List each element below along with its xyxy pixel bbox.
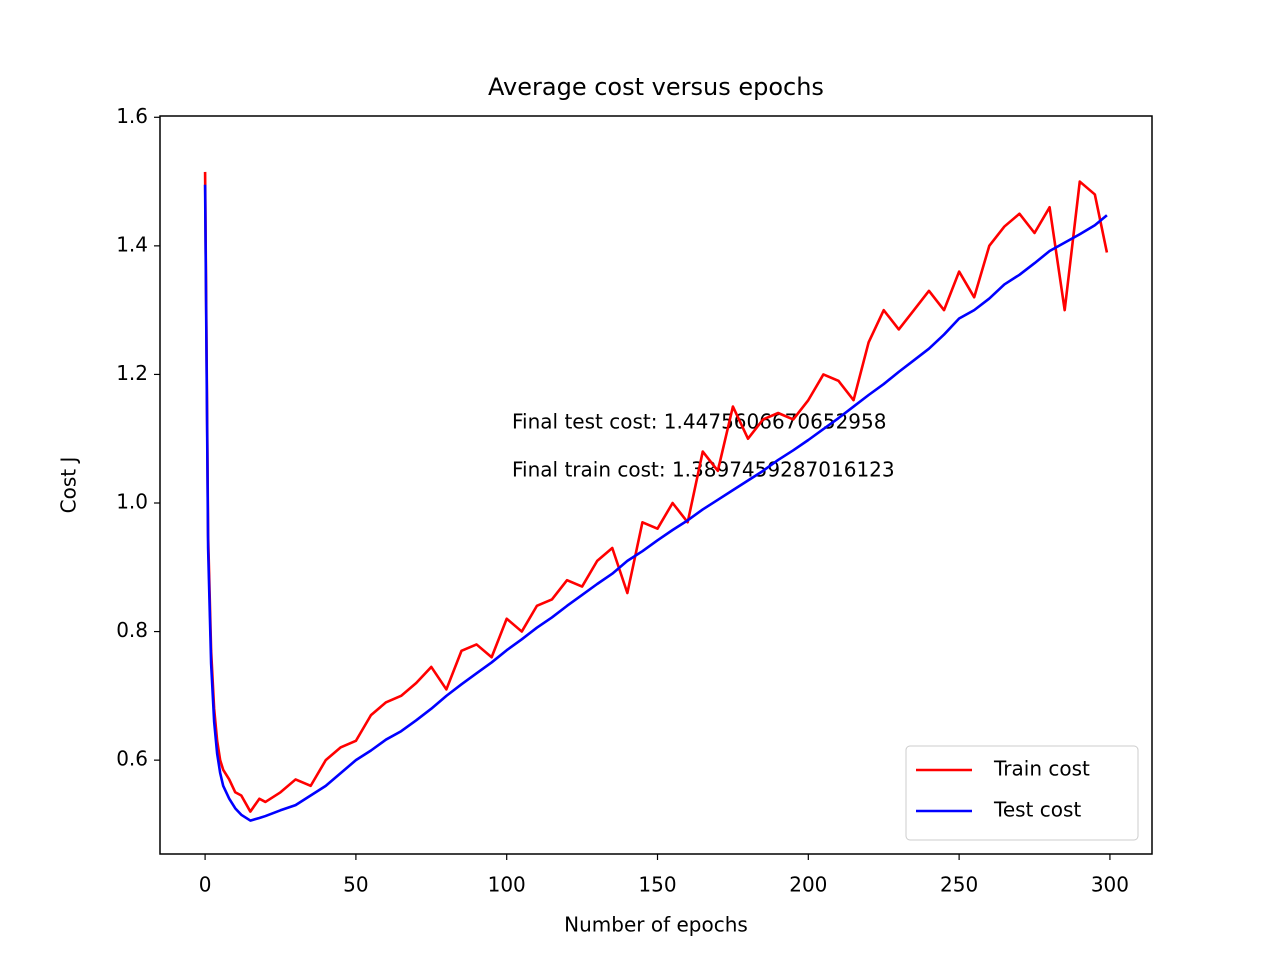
x-tick-label: 300 [1091, 873, 1129, 897]
x-axis-label: Number of epochs [564, 913, 748, 937]
y-tick-label: 0.6 [116, 747, 148, 771]
legend-label: Train cost [993, 757, 1090, 781]
x-tick-label: 150 [638, 873, 676, 897]
x-tick-label: 200 [789, 873, 827, 897]
plot-frame [159, 115, 1153, 855]
y-tick-label: 1.0 [116, 490, 148, 514]
legend-label: Test cost [993, 798, 1081, 822]
y-tick-label: 1.4 [116, 232, 148, 256]
y-tick-label: 1.6 [116, 104, 148, 128]
x-tick-label: 100 [488, 873, 526, 897]
y-tick-label: 0.8 [116, 618, 148, 642]
x-tick-label: 50 [343, 873, 368, 897]
x-tick-label: 250 [940, 873, 978, 897]
y-tick-label: 1.2 [116, 361, 148, 385]
annotation: Final train cost: 1.3897459287016123 [512, 458, 895, 482]
annotation: Final test cost: 1.4475606670652958 [512, 410, 886, 434]
x-tick-label: 0 [199, 873, 212, 897]
y-axis-label: Cost J [57, 457, 81, 514]
chart-title: Average cost versus epochs [488, 73, 824, 101]
data-line [203, 171, 1109, 813]
data-line [203, 184, 1108, 822]
